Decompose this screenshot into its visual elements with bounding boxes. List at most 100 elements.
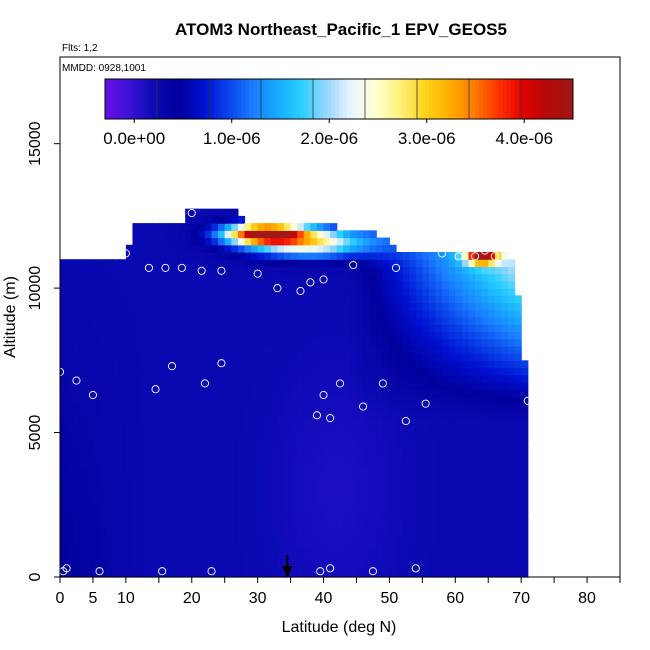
heatmap-cell	[264, 497, 272, 506]
heatmap-cell	[442, 418, 450, 426]
heatmap-cell	[442, 273, 450, 282]
heatmap-cell	[363, 483, 371, 491]
heatmap-cell	[356, 483, 364, 491]
heatmap-cell	[494, 410, 503, 419]
heatmap-cell	[204, 425, 213, 434]
heatmap-cell	[204, 252, 213, 260]
heatmap-cell	[382, 555, 391, 564]
heatmap-cell	[402, 360, 410, 369]
heatmap-cell	[224, 360, 232, 369]
heatmap-cell	[198, 526, 206, 535]
heatmap-cell	[303, 396, 311, 405]
heatmap-cell	[119, 439, 127, 448]
heatmap-cell	[218, 540, 226, 549]
heatmap-cell	[244, 425, 252, 434]
heatmap-cell	[106, 447, 114, 455]
heatmap-cell	[211, 519, 219, 528]
heatmap-cell	[224, 353, 232, 361]
heatmap-cell	[73, 302, 81, 311]
heatmap-cell	[139, 396, 147, 405]
colorbar-swatch	[354, 79, 359, 119]
heatmap-cell	[369, 273, 377, 282]
heatmap-cell	[152, 280, 160, 289]
heatmap-cell	[455, 324, 463, 333]
heatmap-cell	[336, 410, 344, 419]
heatmap-cell	[106, 331, 114, 340]
heatmap-cell	[92, 259, 101, 268]
heatmap-cell	[185, 382, 193, 390]
heatmap-cell	[494, 374, 503, 383]
heatmap-cell	[481, 345, 489, 354]
heatmap-cell	[356, 252, 364, 260]
heatmap-cell	[369, 396, 377, 405]
heatmap-cell	[178, 360, 186, 369]
heatmap-cell	[224, 280, 232, 289]
heatmap-cell	[172, 555, 180, 564]
heatmap-cell	[211, 309, 219, 318]
heatmap-cell	[185, 540, 193, 549]
heatmap-cell	[409, 512, 417, 520]
heatmap-cell	[402, 519, 410, 528]
heatmap-cell	[145, 230, 153, 239]
heatmap-cell	[363, 555, 371, 564]
heatmap-cell	[303, 483, 311, 491]
heatmap-cell	[112, 367, 120, 376]
heatmap-cell	[514, 432, 522, 441]
heatmap-cell	[284, 475, 292, 484]
heatmap-cell	[73, 519, 81, 528]
heatmap-cell	[277, 244, 285, 253]
heatmap-cell	[336, 512, 344, 520]
heatmap-cell	[165, 288, 173, 296]
heatmap-cell	[369, 425, 377, 434]
heatmap-cell	[494, 302, 503, 311]
heatmap-cell	[119, 548, 127, 556]
colorbar-swatch	[225, 79, 231, 119]
colorbar-swatch	[553, 79, 558, 119]
heatmap-cell	[198, 288, 206, 296]
heatmap-cell	[277, 230, 285, 239]
heatmap-cell	[165, 439, 173, 448]
heatmap-cell	[501, 345, 509, 354]
heatmap-cell	[303, 403, 311, 412]
heatmap-cell	[514, 540, 522, 549]
heatmap-cell	[475, 468, 483, 477]
heatmap-cell	[158, 223, 167, 231]
heatmap-cell	[382, 382, 391, 390]
heatmap-cell	[244, 461, 252, 470]
heatmap-cell	[297, 461, 305, 470]
heatmap-cell	[422, 418, 430, 426]
heatmap-cell	[501, 519, 509, 528]
heatmap-cell	[435, 425, 443, 434]
heatmap-cell	[402, 490, 410, 499]
heatmap-cell	[158, 497, 167, 506]
heatmap-cell	[435, 280, 443, 289]
heatmap-cell	[270, 483, 279, 491]
heatmap-cell	[481, 562, 489, 571]
heatmap-cell	[145, 367, 153, 376]
heatmap-cell	[119, 519, 127, 528]
colorbar-frame	[104, 78, 574, 120]
heatmap-cell	[86, 432, 94, 441]
heatmap-cell	[165, 259, 173, 268]
heatmap-cell	[461, 389, 470, 398]
heatmap-cell	[297, 468, 305, 477]
heatmap-cell	[99, 396, 107, 405]
heatmap-cell	[363, 382, 371, 390]
colorbar-swatch	[413, 79, 418, 119]
heatmap-cell	[66, 490, 74, 499]
heatmap-cell	[442, 410, 450, 419]
heatmap-cell	[468, 295, 476, 304]
heatmap-cell	[422, 317, 430, 325]
heatmap-cell	[112, 353, 120, 361]
heatmap-cell	[336, 483, 344, 491]
heatmap-cell	[231, 288, 239, 296]
heatmap-cell	[86, 317, 94, 325]
heatmap-cell	[376, 454, 384, 463]
heatmap-cell	[139, 562, 147, 571]
heatmap-cell	[284, 360, 292, 369]
heatmap-cell	[422, 475, 430, 484]
heatmap-cell	[125, 519, 134, 528]
heatmap-cell	[270, 367, 279, 376]
heatmap-cell	[376, 461, 384, 470]
heatmap-cell	[60, 526, 68, 535]
